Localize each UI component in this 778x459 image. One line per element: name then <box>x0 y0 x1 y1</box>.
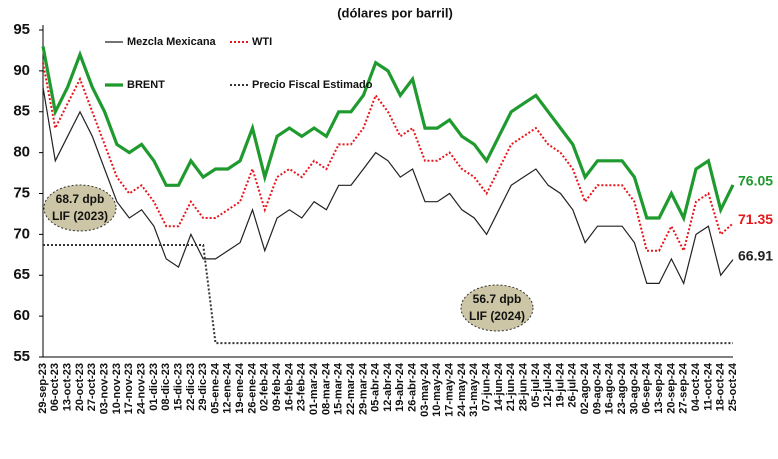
x-tick-label: 03-nov-23 <box>99 363 111 414</box>
x-tick-label: 12-jul-24 <box>542 362 554 408</box>
x-tick-label: 29-mar-24 <box>357 362 369 415</box>
x-tick-label: 20-oct-23 <box>74 363 86 411</box>
x-tick-label: 06-sep-24 <box>641 362 653 414</box>
x-tick-label: 23-ago-24 <box>616 362 628 414</box>
x-tick-label: 02-ago-24 <box>579 362 591 414</box>
x-tick-label: 29-sep-23 <box>37 363 49 414</box>
y-tick-label: 60 <box>13 307 30 324</box>
annotation-text: LIF (2023) <box>52 209 108 223</box>
x-tick-label: 24-may-24 <box>456 362 468 417</box>
x-tick-label: 07-jun-24 <box>480 362 492 411</box>
x-tick-label: 16-ago-24 <box>604 362 616 414</box>
x-tick-label: 23-feb-24 <box>296 362 308 411</box>
x-tick-label: 29-dic-23 <box>197 363 209 411</box>
x-tick-label: 05-ene-24 <box>209 362 221 414</box>
end-label: 66.91 <box>738 247 773 263</box>
annotation-text: 56.7 dpb <box>473 292 522 306</box>
annotation-bubble <box>460 284 534 332</box>
x-tick-label: 26-jul-24 <box>567 362 579 408</box>
x-tick-label: 12-abr-24 <box>382 362 394 412</box>
x-tick-label: 21-jun-24 <box>505 362 517 411</box>
y-tick-label: 90 <box>13 62 30 79</box>
annotation-text: 68.7 dpb <box>56 192 105 206</box>
y-tick-label: 80 <box>13 144 30 161</box>
series-line <box>41 46 735 223</box>
x-tick-label: 09-feb-24 <box>271 362 283 411</box>
y-tick-label: 75 <box>13 184 30 201</box>
x-tick-label: 01-dic-23 <box>148 363 160 411</box>
y-tick-label: 65 <box>13 266 30 283</box>
x-tick-label: 03-may-24 <box>419 362 431 417</box>
x-tick-label: 12-ene-24 <box>222 362 234 414</box>
x-tick-label: 17-nov-23 <box>123 363 135 414</box>
y-tick-label: 70 <box>13 225 30 242</box>
legend-label: BRENT <box>127 79 165 91</box>
x-tick-label: 02-feb-24 <box>259 362 271 411</box>
x-tick-label: 16-feb-24 <box>283 362 295 411</box>
x-tick-label: 15-mar-24 <box>333 362 345 415</box>
x-tick-label: 06-oct-23 <box>49 363 61 411</box>
x-tick-label: 15-dic-23 <box>172 363 184 411</box>
series-line <box>43 244 733 345</box>
x-tick-label: 22-mar-24 <box>345 362 357 415</box>
x-tick-label: 10-nov-23 <box>111 363 123 414</box>
x-tick-label: 20-sep-24 <box>665 362 677 414</box>
x-tick-label: 24-nov-23 <box>135 363 147 414</box>
legend-label: WTI <box>252 36 272 48</box>
x-tick-label: 17-may-24 <box>444 362 456 417</box>
x-tick-label: 10-may-24 <box>431 362 443 417</box>
end-label: 71.35 <box>738 211 773 227</box>
x-tick-label: 19-ene-24 <box>234 362 246 414</box>
x-tick-label: 19-jul-24 <box>554 362 566 408</box>
annotation-bubble <box>43 184 117 232</box>
x-tick-label: 08-dic-23 <box>160 363 172 411</box>
x-tick-label: 13-oct-23 <box>62 363 74 411</box>
x-tick-label: 04-oct-24 <box>690 362 702 411</box>
x-tick-label: 27-oct-23 <box>86 363 98 411</box>
legend-label: Precio Fiscal Estimado <box>252 79 373 91</box>
x-tick-label: 22-dic-23 <box>185 363 197 411</box>
x-tick-label: 05-jul-24 <box>530 362 542 408</box>
x-tick-label: 01-mar-24 <box>308 362 320 415</box>
legend-label: Mezcla Mexicana <box>127 36 217 48</box>
x-tick-label: 31-may-24 <box>468 362 480 417</box>
series-line <box>42 62 734 254</box>
x-tick-label: 26-ene-24 <box>246 362 258 414</box>
x-tick-label: 25-oct-24 <box>727 362 739 411</box>
x-tick-label: 26-abr-24 <box>407 362 419 412</box>
x-tick-label: 13-sep-24 <box>653 362 665 414</box>
x-tick-label: 11-oct-24 <box>702 362 714 411</box>
chart-title: (dólares por barril) <box>337 5 453 20</box>
end-label: 76.05 <box>738 173 773 189</box>
y-tick-label: 55 <box>13 348 30 365</box>
x-tick-label: 08-mar-24 <box>320 362 332 415</box>
y-tick-label: 85 <box>13 103 30 120</box>
x-tick-label: 05-abr-24 <box>370 362 382 412</box>
y-tick-label: 95 <box>13 21 30 38</box>
annotation-text: LIF (2024) <box>469 309 525 323</box>
x-tick-label: 14-jun-24 <box>493 362 505 411</box>
x-tick-label: 19-abr-24 <box>394 362 406 412</box>
series-line <box>42 87 734 286</box>
x-tick-label: 09-ago-24 <box>591 362 603 414</box>
x-tick-label: 18-oct-24 <box>715 362 727 411</box>
x-tick-label: 30-ago-24 <box>628 362 640 414</box>
x-tick-label: 28-jun-24 <box>517 362 529 411</box>
x-tick-label: 27-sep-24 <box>678 362 690 414</box>
